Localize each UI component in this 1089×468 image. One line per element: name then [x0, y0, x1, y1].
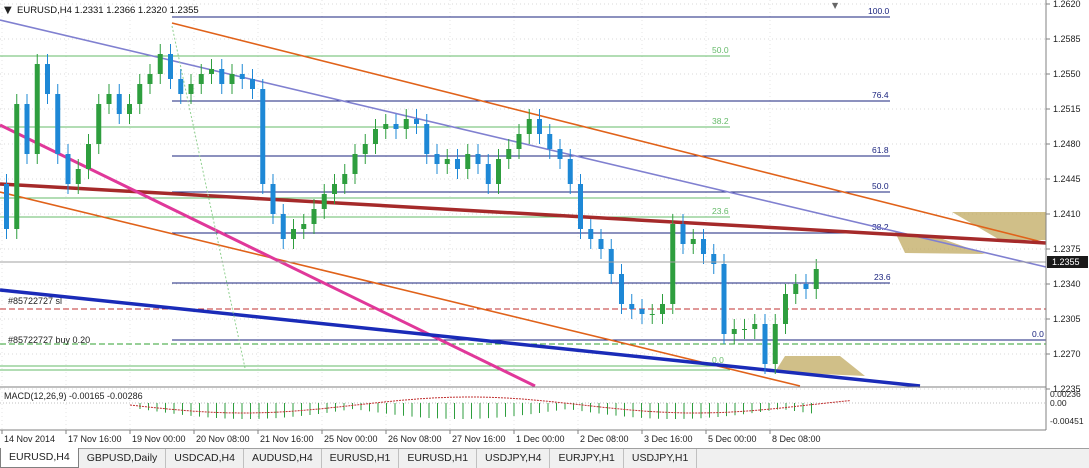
- channel-lower-line[interactable]: [0, 191, 801, 387]
- fib-level-label: 50.0: [872, 181, 889, 191]
- shift-marker-icon[interactable]: ▼: [832, 1, 839, 10]
- fib-level-label: 61.8: [872, 145, 889, 155]
- fib-level-label: 0.0: [1032, 329, 1044, 339]
- chart-tab-usdcad-h4[interactable]: USDCAD,H4: [166, 449, 244, 468]
- buy-order-label: #85722727 buy 0.20: [8, 335, 90, 345]
- symbol-header: EURUSD,H4 1.2331 1.2366 1.2320 1.2355: [17, 5, 199, 16]
- macd-axis-label: -0.00451: [1050, 416, 1084, 426]
- chart-tab-audusd-h4[interactable]: AUDUSD,H4: [244, 449, 322, 468]
- price-axis-label: 1.2585: [1053, 34, 1081, 44]
- time-axis[interactable]: 14 Nov 2014 17 Nov 16:00 19 Nov 00:00 20 No…: [0, 429, 1046, 444]
- fib-level-label: 23.6: [712, 206, 729, 216]
- lavender-trendline[interactable]: [0, 19, 1047, 268]
- time-axis-label: 25 Nov 00:00: [324, 434, 378, 444]
- fib-level-label: 38.2: [712, 116, 729, 126]
- chart-tab-bar: EURUSD,H4 GBPUSD,Daily USDCAD,H4 AUDUSD,H4 E…: [0, 448, 1089, 468]
- price-axis-label: 1.2620: [1053, 0, 1081, 9]
- current-price-badge: 1.2355: [1047, 256, 1088, 268]
- fib-level-label: 38.2: [872, 222, 889, 232]
- time-axis-label: 2 Dec 08:00: [580, 434, 629, 444]
- time-axis-label: 27 Nov 16:00: [452, 434, 506, 444]
- price-axis[interactable]: 1.2620 1.2585 1.2550 1.2515 1.2480 1.2445 1.24…: [1045, 0, 1089, 448]
- price-axis-label: 1.2375: [1053, 244, 1081, 254]
- price-axis-label: 1.2235: [1053, 384, 1081, 394]
- chart-tab-eurusd-h1[interactable]: EURUSD,H1: [322, 449, 400, 468]
- price-axis-label: 1.2445: [1053, 174, 1081, 184]
- time-axis-label: 17 Nov 16:00: [68, 434, 122, 444]
- fill-triangle-lower[interactable]: [775, 356, 865, 376]
- macd-indicator-panel[interactable]: MACD(12,26,9) -0.00165 -0.00286: [0, 386, 1089, 419]
- time-axis-label: 5 Dec 00:00: [708, 434, 757, 444]
- dropdown-arrow-icon[interactable]: ▼: [4, 5, 12, 16]
- fib-level-label: 100.0: [868, 6, 890, 16]
- macd-histogram: [139, 403, 812, 419]
- price-axis-label: 1.2515: [1053, 104, 1081, 114]
- brown-trendline[interactable]: [0, 182, 1047, 245]
- macd-axis-label: 0.00236: [1050, 389, 1081, 399]
- chart-tab-eurjpy-h1[interactable]: EURJPY,H1: [550, 449, 624, 468]
- time-axis-label: 19 Nov 00:00: [132, 434, 186, 444]
- macd-axis-label: 0.00: [1050, 398, 1067, 408]
- time-axis-label: 1 Dec 00:00: [516, 434, 565, 444]
- candlestick-series: [4, 44, 819, 374]
- blue-trendline[interactable]: [0, 288, 921, 388]
- price-axis-label: 1.2410: [1053, 209, 1081, 219]
- price-axis-label: 1.2550: [1053, 69, 1081, 79]
- chart-tab-usdjpy-h4[interactable]: USDJPY,H4: [477, 449, 551, 468]
- price-axis-label: 1.2340: [1053, 279, 1081, 289]
- chart-tab-eurusd-h1[interactable]: EURUSD,H1: [399, 449, 478, 468]
- price-axis-label: 1.2480: [1053, 139, 1081, 149]
- time-axis-label: 20 Nov 08:00: [196, 434, 250, 444]
- price-axis-label: 1.2305: [1053, 314, 1081, 324]
- time-axis-label: 26 Nov 08:00: [388, 434, 442, 444]
- stop-loss-label: #85722727 sl: [8, 296, 62, 306]
- chart-tab-eurusd-h4[interactable]: EURUSD,H4: [0, 448, 79, 468]
- time-axis-label: 3 Dec 16:00: [644, 434, 693, 444]
- chart-header: ▼ EURUSD,H4 1.2331 1.2366 1.2320 1.2355 …: [4, 1, 839, 16]
- fib-level-label: 76.4: [872, 90, 889, 100]
- fill-triangle-upper[interactable]: [952, 212, 1046, 240]
- fib-level-label: 23.6: [874, 272, 891, 282]
- channel-upper-line[interactable]: [171, 22, 1047, 244]
- price-chart[interactable]: 100.0 50.0 76.4 38.2 61.8 50.0 23.6 38.2 23.6 0.0…: [0, 0, 1089, 448]
- price-axis-label: 1.2270: [1053, 349, 1081, 359]
- macd-signal-line: [129, 396, 851, 414]
- svg-text:1.2355: 1.2355: [1052, 257, 1080, 267]
- chart-tab-gbpusd-daily[interactable]: GBPUSD,Daily: [79, 449, 167, 468]
- fib-level-label: 50.0: [712, 45, 729, 55]
- time-axis-label: 14 Nov 2014: [4, 434, 55, 444]
- time-axis-label: 21 Nov 16:00: [260, 434, 314, 444]
- macd-label: MACD(12,26,9) -0.00165 -0.00286: [4, 391, 143, 401]
- chart-tab-usdjpy-h1[interactable]: USDJPY,H1: [624, 449, 698, 468]
- time-axis-label: 8 Dec 08:00: [772, 434, 821, 444]
- fib-level-label: 0.0: [712, 355, 724, 365]
